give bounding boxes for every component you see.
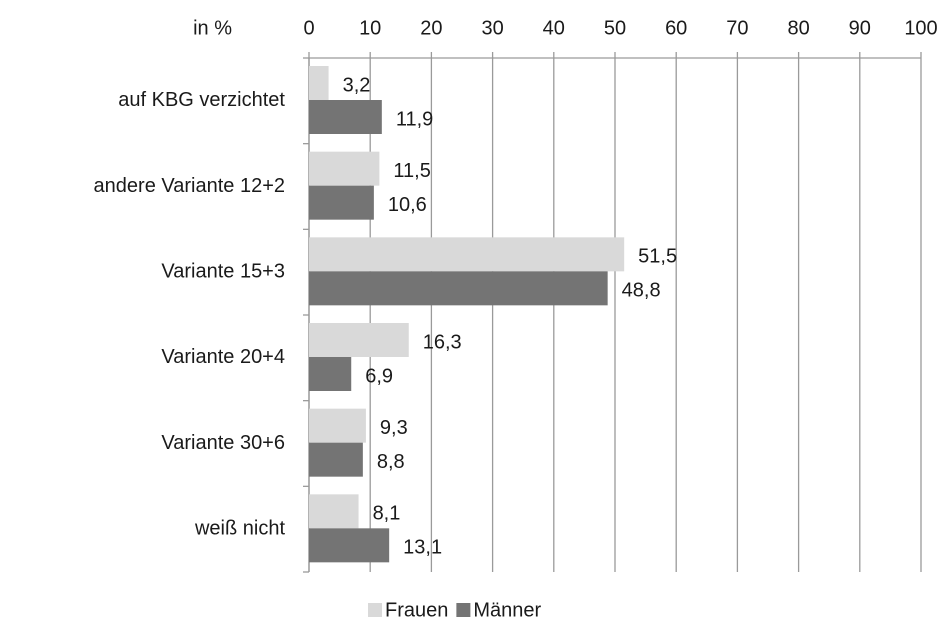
bar [309, 408, 366, 443]
value-label: 6,9 [365, 365, 393, 387]
bar [309, 494, 359, 529]
x-tick-label: 60 [665, 17, 687, 39]
legend-swatch [456, 603, 471, 617]
legend-label: Frauen [385, 599, 448, 621]
x-tick-label: 20 [420, 17, 442, 39]
x-tick-label: 40 [543, 17, 565, 39]
bar [309, 323, 409, 357]
x-tick-label: 90 [849, 17, 871, 39]
x-tick-label: 0 [303, 17, 314, 39]
value-label: 51,5 [638, 246, 677, 268]
value-label: 11,9 [396, 108, 433, 130]
value-label: 11,5 [393, 160, 430, 182]
bar [309, 357, 352, 391]
bar [309, 237, 625, 272]
bar [309, 185, 374, 220]
legend-swatch [368, 603, 382, 617]
value-label: 16,3 [423, 331, 462, 353]
value-label: 8,1 [373, 503, 401, 525]
x-tick-label: 80 [787, 17, 809, 39]
bar [309, 442, 363, 477]
value-label: 3,2 [343, 74, 371, 96]
x-tick-label: 70 [726, 17, 748, 39]
x-tick-label: 10 [359, 17, 381, 39]
x-tick-label: 30 [481, 17, 503, 39]
legend-label: Männer [473, 599, 541, 621]
x-tick-label: 100 [904, 17, 937, 39]
value-label: 9,3 [380, 417, 408, 439]
axis-label: in % [193, 17, 232, 39]
bar [309, 528, 390, 563]
value-label: 8,8 [377, 451, 405, 473]
y-tick-label: Variante 20+4 [161, 346, 285, 368]
bar [309, 151, 380, 186]
value-label: 10,6 [388, 194, 427, 216]
value-label: 13,1 [403, 537, 442, 559]
x-tick-label: 50 [604, 17, 626, 39]
y-tick-label: auf KBG verzichtet [118, 89, 285, 111]
y-tick-label: andere Variante 12+2 [94, 175, 285, 197]
value-label: 48,8 [622, 280, 661, 302]
bar [309, 271, 608, 306]
y-tick-label: weiß nicht [194, 517, 285, 539]
bar [309, 66, 329, 100]
y-tick-label: Variante 15+3 [161, 260, 285, 282]
bar [309, 100, 382, 134]
y-tick-label: Variante 30+6 [161, 432, 285, 454]
